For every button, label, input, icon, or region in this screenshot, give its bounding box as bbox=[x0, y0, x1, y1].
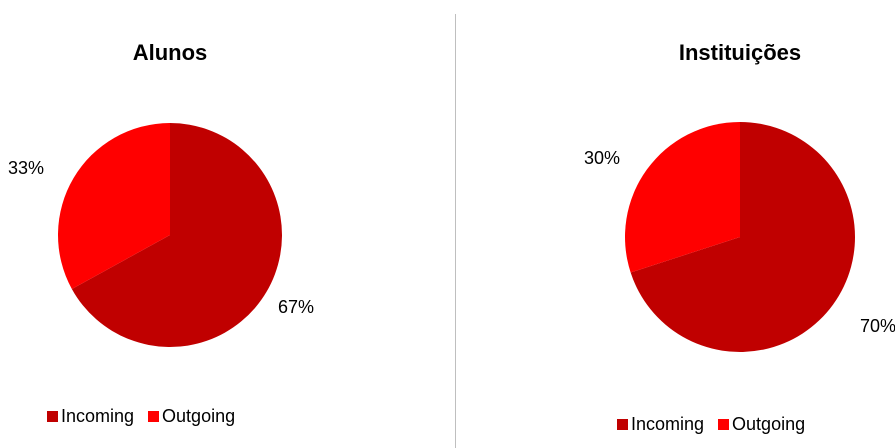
slice-label-outgoing: 33% bbox=[8, 158, 45, 178]
chart-title: Alunos bbox=[132, 40, 208, 65]
legend-swatch-outgoing bbox=[148, 411, 160, 422]
legend: Incoming Outgoing bbox=[47, 406, 249, 427]
legend-label-outgoing: Outgoing bbox=[732, 414, 806, 434]
pie-chart bbox=[625, 122, 855, 353]
legend-label-outgoing: Outgoing bbox=[162, 406, 236, 426]
legend-item-outgoing: Outgoing bbox=[718, 414, 805, 435]
chart-instituicoes: Instituições 30% 70% Incoming Outgoing bbox=[456, 0, 895, 448]
panel-divider bbox=[455, 14, 456, 448]
slice-outgoing bbox=[625, 122, 740, 273]
slice-label-incoming: 70% bbox=[860, 316, 895, 336]
legend-label-incoming: Incoming bbox=[61, 406, 135, 426]
slice-label-incoming: 67% bbox=[278, 297, 315, 317]
legend-swatch-outgoing bbox=[718, 419, 730, 430]
slice-label-outgoing: 30% bbox=[584, 148, 621, 168]
pie-chart bbox=[57, 123, 282, 347]
legend: Incoming Outgoing bbox=[617, 414, 819, 435]
legend-swatch-incoming bbox=[617, 419, 628, 430]
legend-item-incoming: Incoming bbox=[47, 406, 134, 427]
legend-item-incoming: Incoming bbox=[617, 414, 704, 435]
slice-incoming bbox=[630, 122, 855, 353]
chart-title: Instituições bbox=[678, 40, 802, 65]
chart-alunos: Alunos 33% 67% Incoming Outgoing bbox=[8, 40, 315, 427]
slice-incoming bbox=[71, 123, 282, 347]
legend-item-outgoing: Outgoing bbox=[148, 406, 235, 427]
slice-outgoing bbox=[57, 123, 170, 289]
legend-label-incoming: Incoming bbox=[631, 414, 705, 434]
legend-swatch-incoming bbox=[47, 411, 58, 422]
